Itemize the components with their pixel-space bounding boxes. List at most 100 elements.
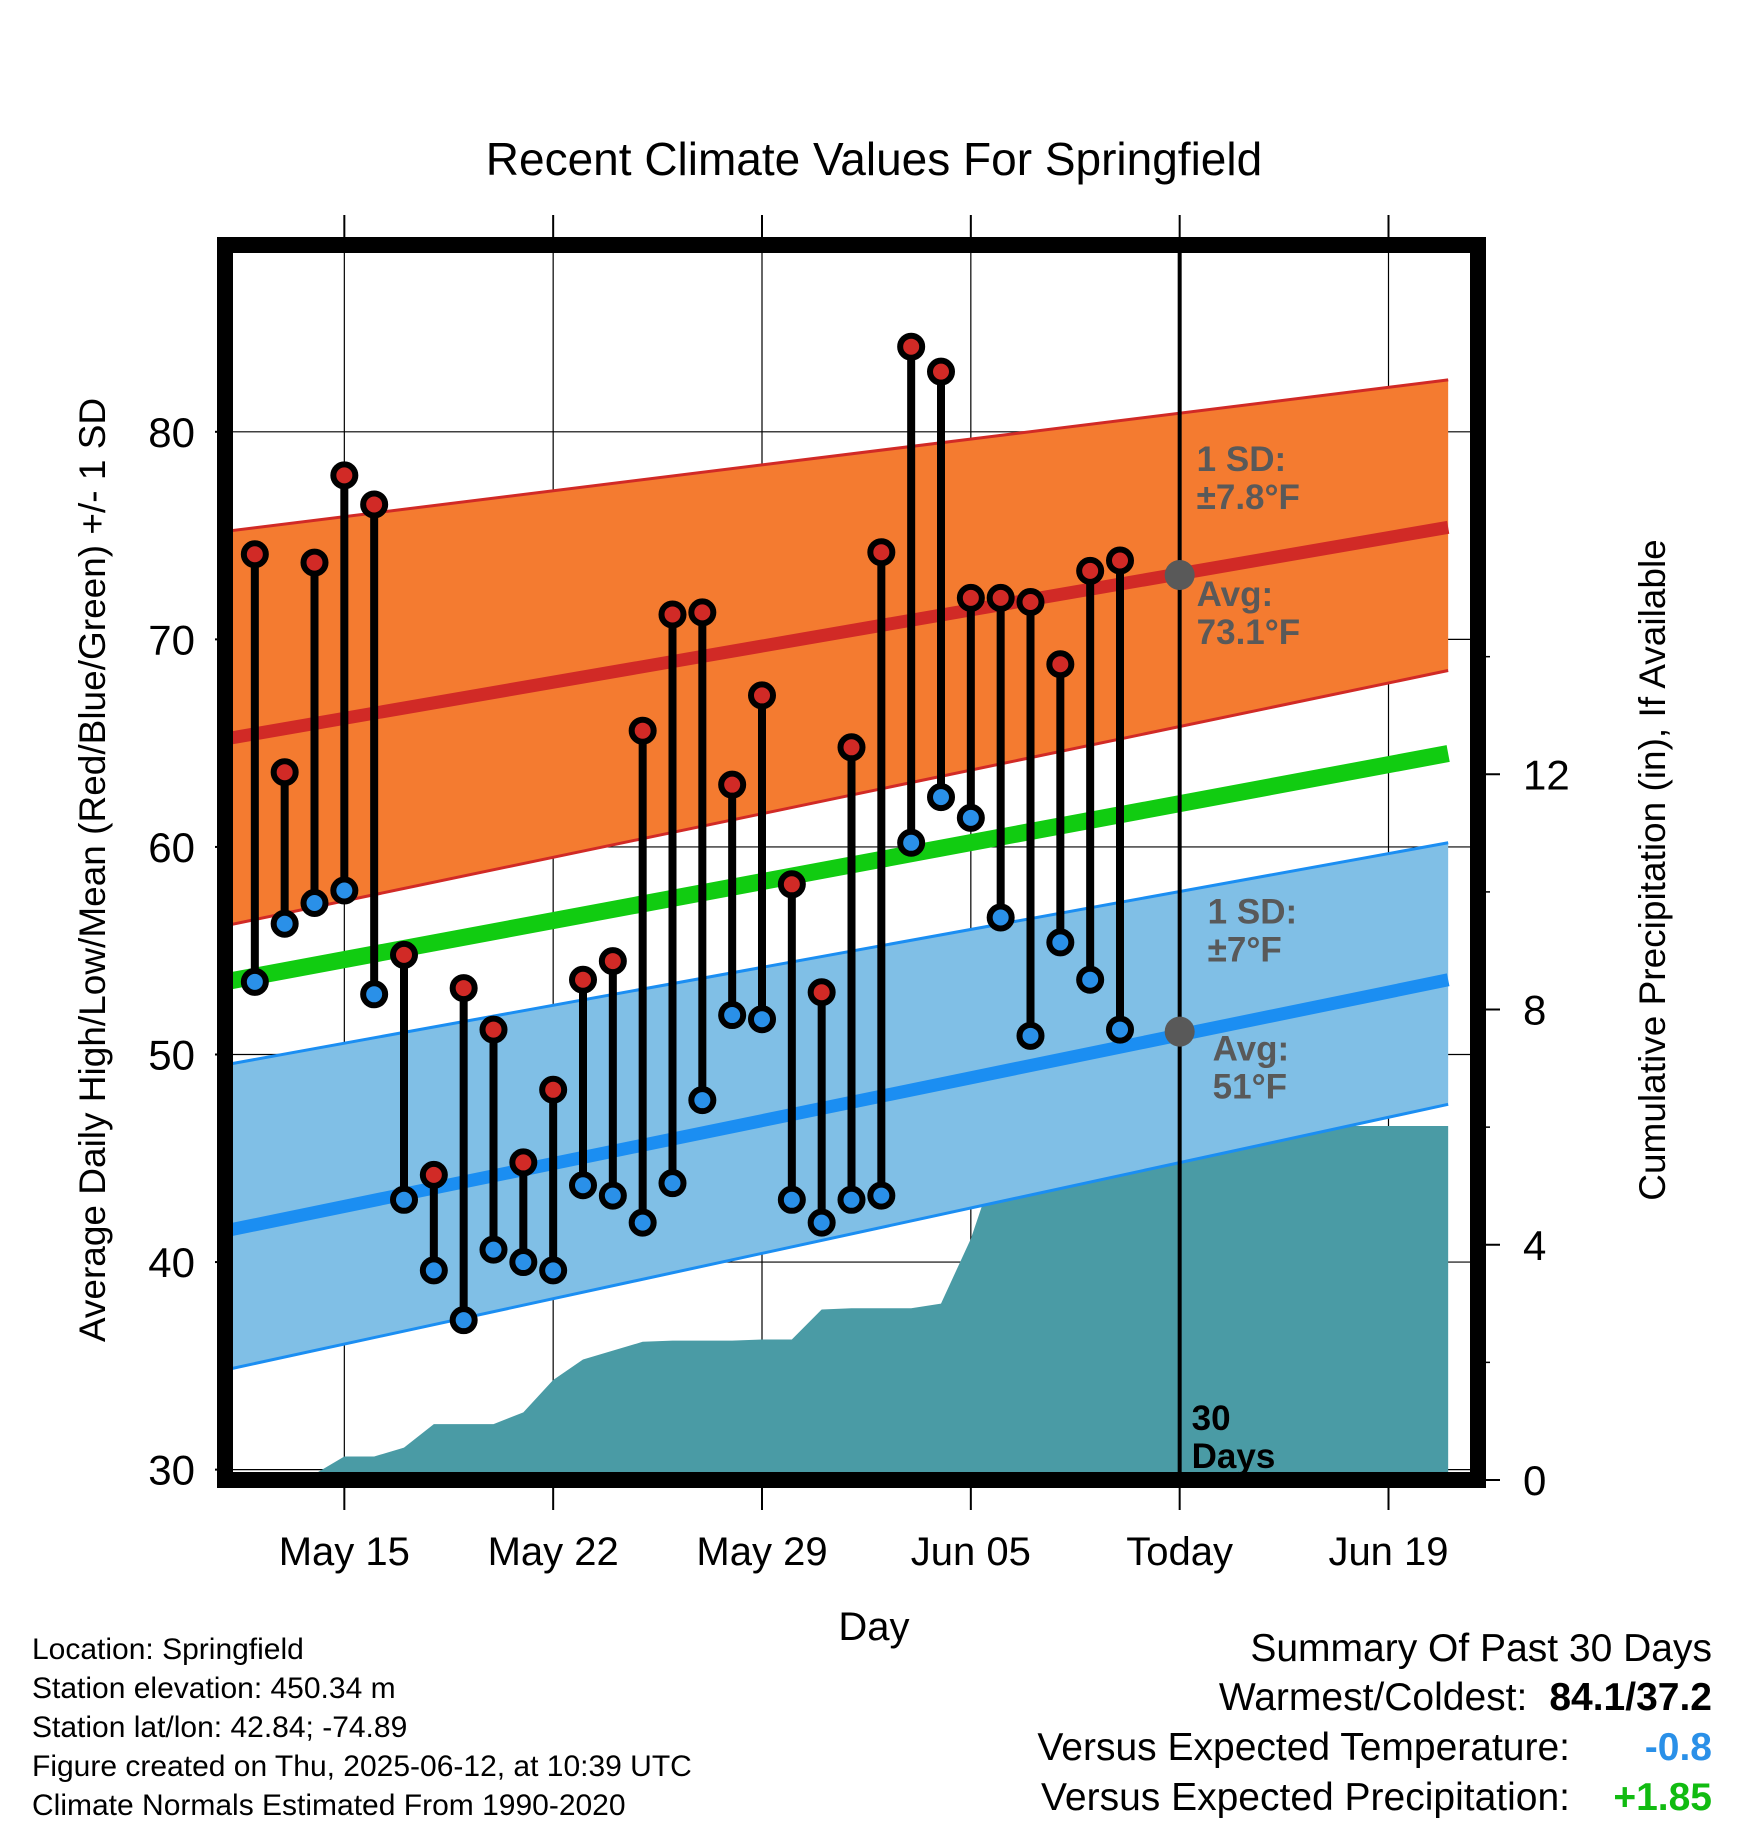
low-point [270,909,299,938]
x-tick-label: May 15 [279,1530,410,1574]
high-point [569,965,597,994]
x-tick-label: Jun 05 [911,1530,1031,1574]
high-sd-band-upper-edge [224,378,1449,533]
high-point [360,490,389,519]
normal-low-line [223,973,1450,1238]
low-point [300,888,329,917]
low-point [807,1208,836,1237]
daily-markers [240,332,1134,1335]
low-point [658,1169,687,1198]
high-point [270,758,299,787]
normal-mean-line [223,745,1450,991]
summary-precip-value: +1.85 [1613,1776,1712,1819]
high-point [628,716,657,745]
high-point [718,770,747,799]
y-right-tick-label: 8 [1523,987,1546,1034]
low-point [1076,965,1105,994]
low-point [1016,1021,1045,1050]
y-left-tick-label: 80 [148,409,195,456]
low-sd-band-lower-edge [224,1102,1449,1372]
y-left-tick-label: 50 [148,1031,195,1078]
summary-precip-row: Versus Expected Precipitation: +1.85 [1037,1773,1712,1823]
summary-temp-row: Versus Expected Temperature: -0.8 [1037,1723,1712,1773]
normal-lines [223,520,1450,1238]
low-point [240,967,269,996]
y-left-tick-label: 40 [148,1239,195,1286]
low-sd-band-upper-edge [224,841,1449,1067]
y-left-tick-label: 30 [148,1447,195,1494]
high-sd-annotation: 1 SD: ±7.8°F [1197,440,1300,517]
x-tick-label: Today [1126,1530,1233,1574]
low-point [330,876,359,905]
low-point [419,1256,448,1285]
high-point [1046,650,1075,679]
y-right-tick-label: 12 [1523,751,1570,798]
low-point [539,1256,568,1285]
low-point [628,1208,657,1237]
high-point [539,1075,568,1104]
summary-warmest-label: Warmest/Coldest: [1218,1676,1528,1719]
low-point [390,1185,418,1214]
created-text: Figure created on Thu, 2025-06-12, at 10… [32,1750,692,1783]
plot-border [217,237,1486,1488]
today-high-marker [1164,560,1195,591]
summary-warmest-row: Warmest/Coldest: 84.1/37.2 [1037,1673,1712,1723]
low-point [748,1005,776,1034]
high-point [927,357,955,386]
high-point [867,538,896,567]
low-point [360,980,389,1009]
low-point [777,1185,806,1214]
plot-frame [217,237,1486,1488]
elevation-text: Station elevation: 450.34 m [32,1672,396,1705]
x-tick-label: Jun 19 [1328,1530,1448,1574]
y-left-tick-label: 60 [148,824,195,871]
y-axis-label-left: Average Daily High/Low/Mean (Red/Blue/Gr… [72,398,113,1342]
x-tick-label: May 29 [696,1530,827,1574]
station-metadata: Location: Springfield Station elevation:… [32,1630,692,1825]
daily-range-stems [250,346,1124,1321]
high-point [1076,556,1105,585]
normals-text: Climate Normals Estimated From 1990-2020 [32,1789,626,1822]
low-point [956,803,985,832]
high-point [240,540,269,569]
high-point [390,940,418,969]
summary-temp-value: -0.8 [1644,1726,1712,1769]
low-sd-annotation: 1 SD: ±7°F [1208,893,1297,970]
high-point [688,598,717,627]
high-point [897,332,926,361]
summary-panel: Summary Of Past 30 Days Warmest/Coldest:… [1037,1625,1712,1823]
high-point [330,461,359,490]
high-avg-annotation: Avg: 73.1°F [1197,575,1301,652]
location-text: Location: Springfield [32,1633,304,1666]
low-point [897,828,926,857]
y-right-tick-label: 0 [1523,1457,1546,1504]
period-annotation: 30 Days [1192,1399,1276,1476]
low-point [986,903,1015,932]
high-point [777,870,806,899]
low-point [449,1306,478,1335]
latlon-text: Station lat/lon: 42.84; -74.89 [32,1711,408,1744]
high-point [658,600,687,629]
high-point [300,548,329,577]
x-axis-label: Day [838,1605,909,1649]
low-avg-annotation: Avg: 51°F [1213,1030,1289,1107]
high-point [1106,546,1134,575]
high-point [449,974,478,1003]
summary-warmest-value: 84.1/37.2 [1549,1676,1712,1719]
precip-area [225,1125,1449,1480]
high-point [748,681,776,710]
today-low-marker [1164,1016,1195,1047]
high-point [986,583,1015,612]
low-point [598,1181,627,1210]
low-point [867,1181,896,1210]
high-point [956,583,985,612]
low-point [1106,1015,1134,1044]
high-point [479,1015,508,1044]
high-point [419,1160,448,1189]
high-point [807,978,836,1007]
high-sd-band [225,379,1449,926]
normal-high-line [223,520,1450,746]
annotations: 1 SD: ±7.8°F Avg: 73.1°F 1 SD: ±7°F Avg: 51°F 30… [1164,440,1301,1476]
high-point [1016,588,1045,617]
high-point [598,947,627,976]
